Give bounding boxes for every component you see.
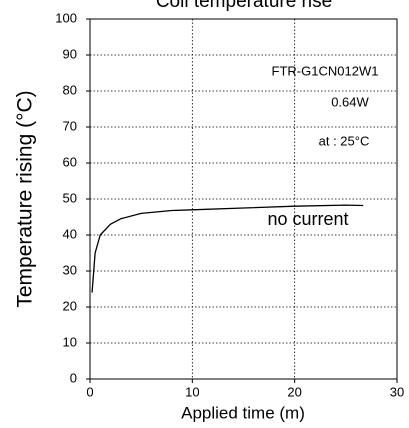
- y-tick-label: 30: [63, 262, 77, 277]
- y-tick-label: 20: [63, 298, 77, 313]
- y-tick-label: 0: [70, 370, 77, 385]
- annotation: 0.64W: [331, 94, 369, 109]
- x-tick-label: 30: [390, 384, 404, 399]
- y-tick-label: 70: [63, 118, 77, 133]
- y-tick-label: 50: [63, 190, 77, 205]
- x-axis-label: Applied time (m): [181, 403, 305, 422]
- data-line: [91, 204, 364, 293]
- x-tick-label: 10: [185, 384, 199, 399]
- y-tick-label: 40: [63, 226, 77, 241]
- y-tick-label: 60: [63, 154, 77, 169]
- y-tick-label: 10: [63, 334, 77, 349]
- x-tick-label: 0: [86, 384, 93, 399]
- annotation: at : 25°C: [319, 133, 370, 148]
- x-tick-label: 20: [287, 384, 301, 399]
- y-tick-label: 100: [55, 10, 77, 25]
- chart-title: Coil temperature rise: [156, 0, 332, 12]
- y-tick-label: 80: [63, 82, 77, 97]
- legend-label: no current: [267, 209, 348, 229]
- y-tick-label: 90: [63, 46, 77, 61]
- annotation: FTR-G1CN012W1: [272, 63, 379, 78]
- y-axis-label: Temperature rising (°C): [14, 90, 37, 307]
